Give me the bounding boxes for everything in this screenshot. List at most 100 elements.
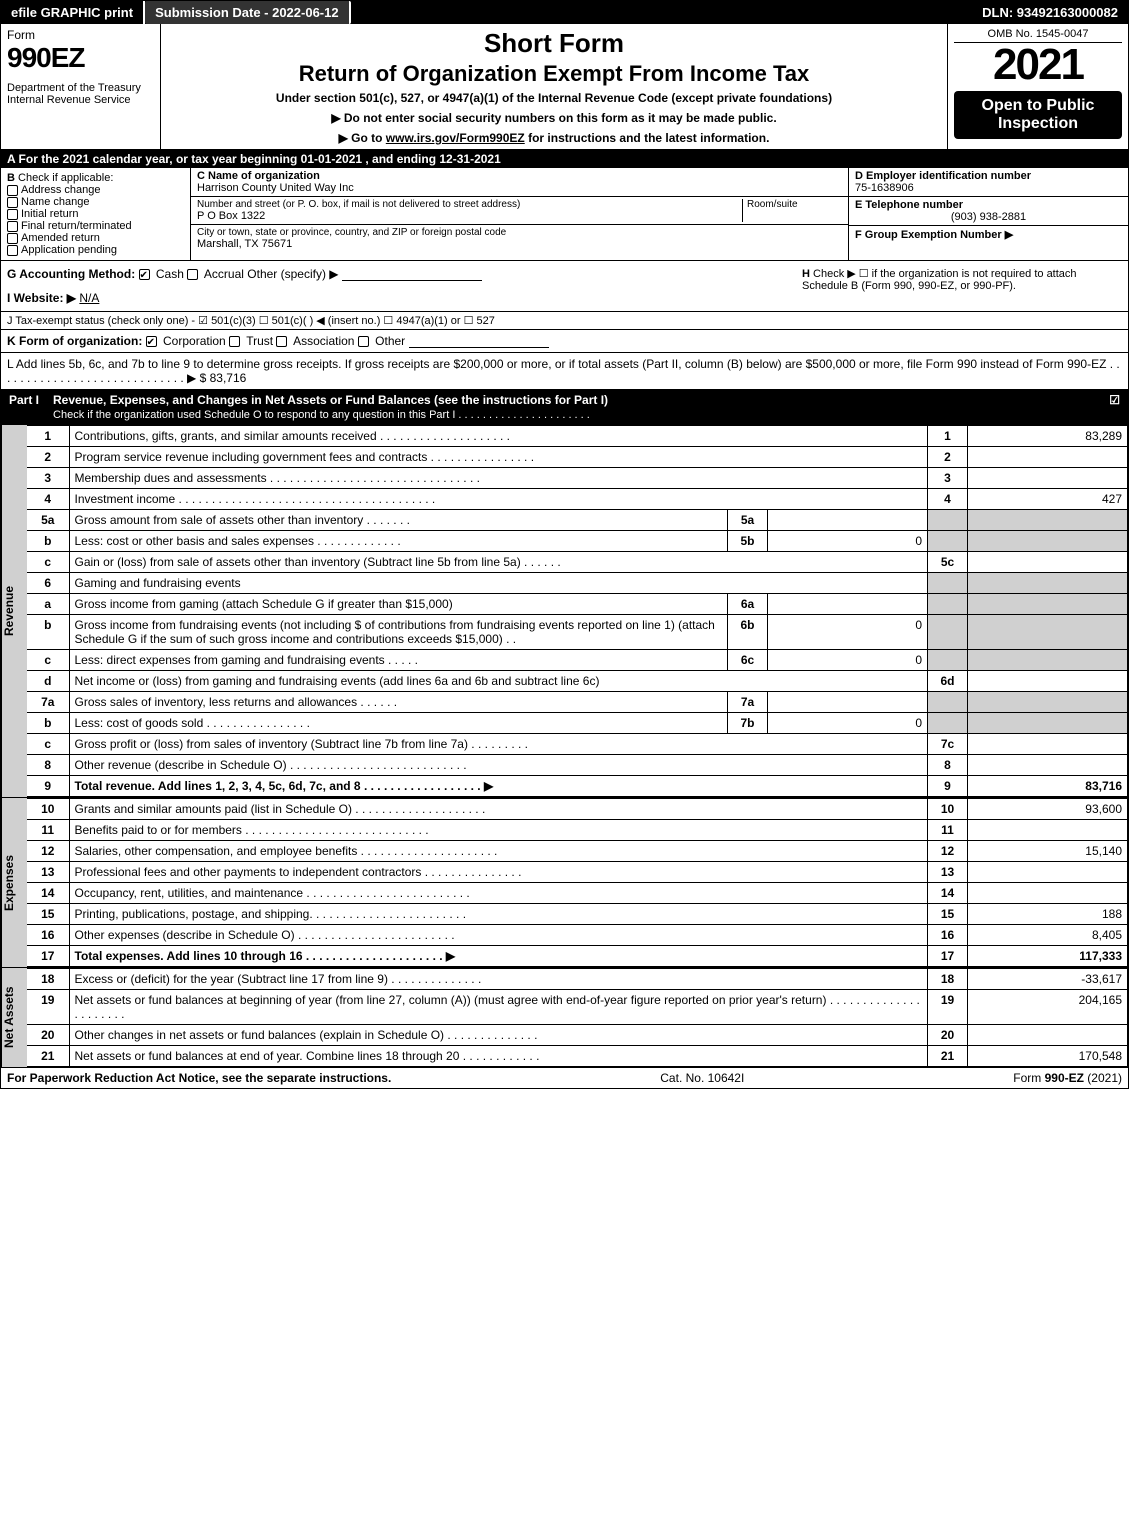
cb-accrual[interactable] — [187, 269, 198, 280]
netassets-side-label: Net Assets — [1, 968, 27, 1067]
cb-address-change[interactable]: Address change — [7, 184, 184, 196]
l-value: 83,716 — [210, 371, 247, 385]
goto-prefix: ▶ Go to — [339, 131, 386, 145]
row-l-gross-receipts: L Add lines 5b, 6c, and 7b to line 9 to … — [1, 353, 1128, 390]
cb-name-change[interactable]: Name change — [7, 196, 184, 208]
line-18: 18Excess or (deficit) for the year (Subt… — [27, 969, 1128, 990]
efile-label: efile GRAPHIC print — [1, 1, 145, 24]
short-form-title: Short Form — [167, 28, 941, 59]
line-6d: dNet income or (loss) from gaming and fu… — [27, 671, 1128, 692]
d-ein-value: 75-1638906 — [855, 182, 1122, 194]
irs-link[interactable]: www.irs.gov/Form990EZ — [386, 131, 525, 145]
i-website-value: N/A — [79, 291, 99, 305]
footer-cat-no: Cat. No. 10642I — [660, 1071, 744, 1085]
part-i-header: Part I Revenue, Expenses, and Changes in… — [1, 390, 1128, 424]
other-org-blank[interactable] — [409, 336, 549, 348]
other-blank[interactable] — [342, 269, 482, 281]
line-3: 3Membership dues and assessments . . . .… — [27, 468, 1128, 489]
line-8: 8Other revenue (describe in Schedule O) … — [27, 755, 1128, 776]
h-prefix: H — [802, 268, 810, 280]
cb-cash[interactable] — [139, 269, 150, 280]
city-value: Marshall, TX 75671 — [197, 238, 842, 250]
line-19: 19Net assets or fund balances at beginni… — [27, 990, 1128, 1025]
cb-corporation[interactable] — [146, 336, 157, 347]
f-group-label: F Group Exemption Number ▶ — [855, 228, 1122, 241]
line-6a: aGross income from gaming (attach Schedu… — [27, 594, 1128, 615]
line-5c: cGain or (loss) from sale of assets othe… — [27, 552, 1128, 573]
line-5b: bLess: cost or other basis and sales exp… — [27, 531, 1128, 552]
col-c-org-info: C Name of organization Harrison County U… — [191, 168, 848, 260]
expenses-block: Expenses 10Grants and similar amounts pa… — [1, 797, 1128, 967]
line-9: 9Total revenue. Add lines 1, 2, 3, 4, 5c… — [27, 776, 1128, 797]
city-label: City or town, state or province, country… — [197, 227, 842, 238]
line-17: 17Total expenses. Add lines 10 through 1… — [27, 946, 1128, 967]
form-990ez-page: efile GRAPHIC print Submission Date - 20… — [0, 0, 1129, 1089]
org-name: Harrison County United Way Inc — [197, 182, 842, 194]
line-14: 14Occupancy, rent, utilities, and mainte… — [27, 883, 1128, 904]
street-label: Number and street (or P. O. box, if mail… — [197, 199, 742, 210]
dln: DLN: 93492163000082 — [972, 1, 1128, 24]
col-b-checkboxes: B Check if applicable: Address change Na… — [1, 168, 191, 260]
other-specify: Other (specify) ▶ — [247, 267, 338, 281]
row-j-tax-exempt: J Tax-exempt status (check only one) - ☑… — [1, 312, 1128, 330]
goto-suffix: for instructions and the latest informat… — [525, 131, 770, 145]
line-5a: 5aGross amount from sale of assets other… — [27, 510, 1128, 531]
opt-other: Other — [375, 334, 405, 348]
line-12: 12Salaries, other compensation, and empl… — [27, 841, 1128, 862]
part-i-checkbox[interactable]: ☑ — [1090, 393, 1120, 421]
line-20: 20Other changes in net assets or fund ba… — [27, 1025, 1128, 1046]
c-name-label: C Name of organization — [197, 170, 842, 182]
part-i-num: Part I — [9, 393, 53, 421]
form-header: Form 990EZ Department of the Treasury In… — [1, 24, 1128, 150]
line-7a: 7aGross sales of inventory, less returns… — [27, 692, 1128, 713]
dept-treasury: Department of the Treasury Internal Reve… — [7, 82, 154, 106]
opt-assoc: Association — [293, 334, 354, 348]
cb-amended-return[interactable]: Amended return — [7, 232, 184, 244]
top-bar: efile GRAPHIC print Submission Date - 20… — [1, 1, 1128, 24]
main-title: Return of Organization Exempt From Incom… — [167, 61, 941, 87]
line-7b: bLess: cost of goods sold . . . . . . . … — [27, 713, 1128, 734]
cb-initial-return[interactable]: Initial return — [7, 208, 184, 220]
revenue-block: Revenue 1Contributions, gifts, grants, a… — [1, 424, 1128, 797]
part-i-title: Revenue, Expenses, and Changes in Net As… — [53, 393, 608, 407]
row-a-tax-year: A For the 2021 calendar year, or tax yea… — [1, 150, 1128, 168]
accrual-label: Accrual — [204, 267, 244, 281]
expenses-table: 10Grants and similar amounts paid (list … — [27, 798, 1128, 967]
netassets-block: Net Assets 18Excess or (deficit) for the… — [1, 967, 1128, 1067]
e-phone-label: E Telephone number — [855, 199, 1122, 211]
cb-trust[interactable] — [229, 336, 240, 347]
revenue-side-label: Revenue — [1, 425, 27, 797]
cb-final-return[interactable]: Final return/terminated — [7, 220, 184, 232]
opt-corp: Corporation — [163, 334, 226, 348]
tax-year: 2021 — [954, 43, 1122, 87]
k-label: K Form of organization: — [7, 334, 142, 348]
line-15: 15Printing, publications, postage, and s… — [27, 904, 1128, 925]
subtitle: Under section 501(c), 527, or 4947(a)(1)… — [167, 91, 941, 105]
line-10: 10Grants and similar amounts paid (list … — [27, 799, 1128, 820]
row-k-form-org: K Form of organization: Corporation Trus… — [1, 330, 1128, 353]
e-phone-value: (903) 938-2881 — [855, 211, 1122, 223]
col-d-e-f: D Employer identification number 75-1638… — [848, 168, 1128, 260]
row-g-h: G Accounting Method: Cash Accrual Other … — [1, 260, 1128, 312]
form-word: Form — [7, 28, 154, 42]
section-b-c-d: B Check if applicable: Address change Na… — [1, 168, 1128, 260]
footer-form-ref: Form 990-EZ (2021) — [1013, 1071, 1122, 1085]
line-21: 21Net assets or fund balances at end of … — [27, 1046, 1128, 1067]
open-to-public: Open to Public Inspection — [954, 91, 1122, 139]
line-2: 2Program service revenue including gover… — [27, 447, 1128, 468]
expenses-side-label: Expenses — [1, 798, 27, 967]
line-6c: cLess: direct expenses from gaming and f… — [27, 650, 1128, 671]
submission-date: Submission Date - 2022-06-12 — [145, 1, 351, 24]
line-6: 6Gaming and fundraising events — [27, 573, 1128, 594]
cb-application-pending[interactable]: Application pending — [7, 244, 184, 256]
netassets-table: 18Excess or (deficit) for the year (Subt… — [27, 968, 1128, 1067]
room-suite-label: Room/suite — [742, 199, 842, 222]
b-label: B — [7, 172, 15, 184]
line-4: 4Investment income . . . . . . . . . . .… — [27, 489, 1128, 510]
cb-association[interactable] — [276, 336, 287, 347]
cb-other-org[interactable] — [358, 336, 369, 347]
g-label: G Accounting Method: — [7, 267, 135, 281]
line-6b: bGross income from fundraising events (n… — [27, 615, 1128, 650]
line-16: 16Other expenses (describe in Schedule O… — [27, 925, 1128, 946]
instruction-line-1: ▶ Do not enter social security numbers o… — [167, 111, 941, 125]
